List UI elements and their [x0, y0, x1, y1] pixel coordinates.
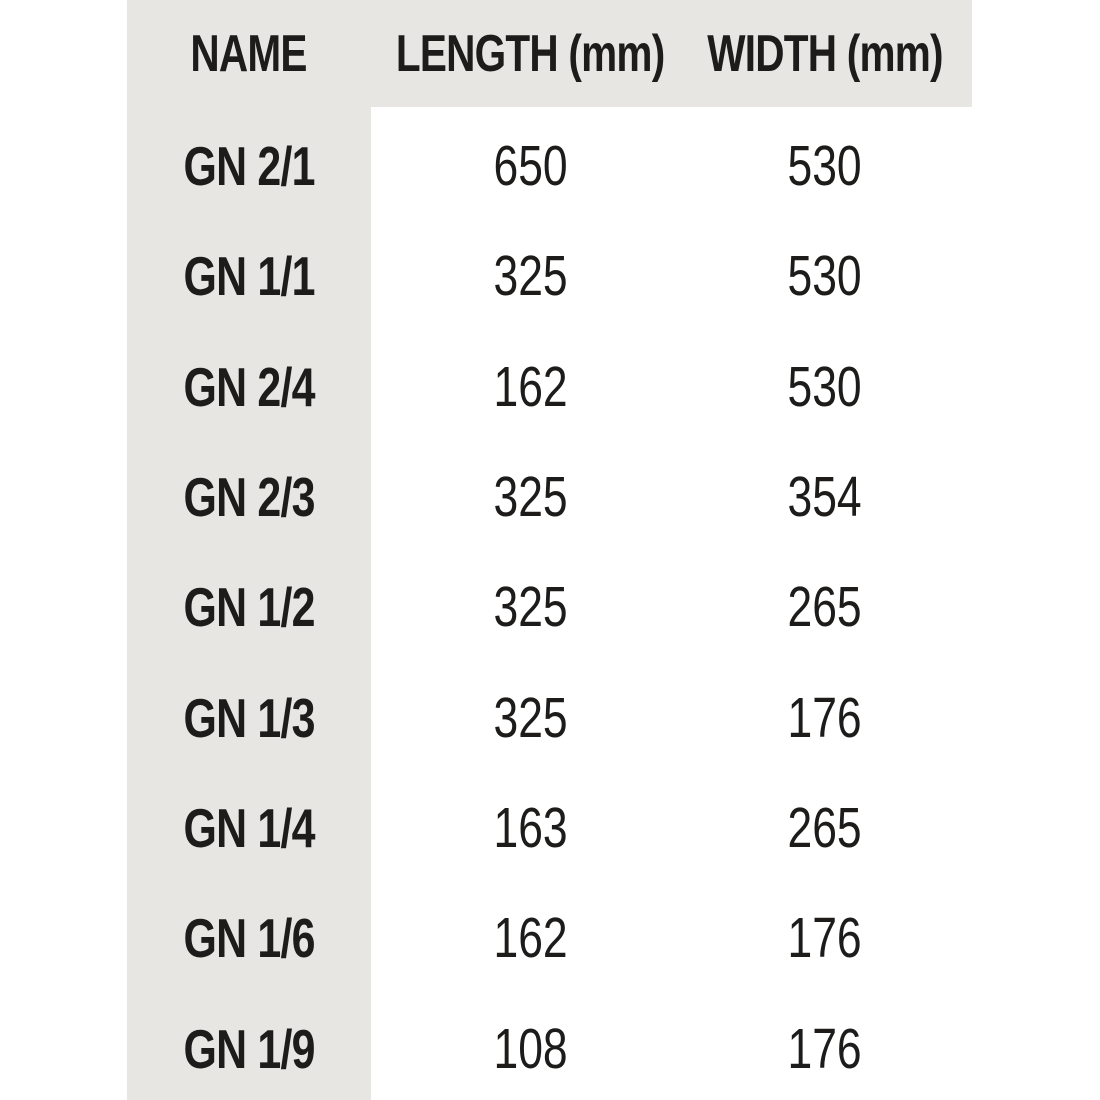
table-row-name-cell: GN 1/3: [127, 659, 371, 769]
row-name-label: GN 2/1: [183, 135, 315, 198]
name-column-shading: [127, 0, 371, 1100]
row-left-margin: [0, 217, 127, 327]
table-row-length-cell: 650: [371, 107, 690, 217]
table-row-name-cell: GN 2/4: [127, 328, 371, 438]
row-left-margin: [0, 879, 127, 989]
column-header-length: LENGTH (mm): [371, 0, 690, 107]
header-right-margin: [960, 0, 1100, 107]
table-row-width-cell: 530: [690, 107, 960, 217]
column-header-width-label: WIDTH (mm): [707, 24, 943, 83]
row-left-margin: [0, 438, 127, 548]
row-length-value: 325: [493, 465, 568, 530]
row-name-label: GN 1/3: [183, 686, 315, 749]
table-row-length-cell: 162: [371, 879, 690, 989]
table-row-length-cell: 325: [371, 659, 690, 769]
row-right-margin: [960, 107, 1100, 217]
table-row-width-cell: 265: [690, 548, 960, 658]
table-row-width-cell: 176: [690, 990, 960, 1100]
table-row-name-cell: GN 2/1: [127, 107, 371, 217]
row-width-value: 176: [787, 685, 863, 750]
row-length-value: 650: [493, 134, 568, 199]
row-right-margin: [960, 879, 1100, 989]
header-row-shading: [127, 0, 972, 107]
table-row-length-cell: 325: [371, 438, 690, 548]
row-width-value: 265: [787, 575, 863, 640]
table-row-width-cell: 176: [690, 879, 960, 989]
column-header-width: WIDTH (mm): [690, 0, 960, 107]
row-right-margin: [960, 990, 1100, 1100]
table-row-length-cell: 108: [371, 990, 690, 1100]
table-row-width-cell: 530: [690, 217, 960, 327]
column-header-length-label: LENGTH (mm): [396, 24, 665, 83]
row-length-value: 162: [493, 906, 568, 971]
row-name-label: GN 1/2: [183, 576, 315, 639]
header-left-margin: [0, 0, 127, 107]
row-left-margin: [0, 548, 127, 658]
row-width-value: 530: [787, 244, 863, 309]
row-name-label: GN 1/4: [183, 797, 315, 860]
table-row-name-cell: GN 1/4: [127, 769, 371, 879]
row-name-label: GN 1/6: [183, 907, 315, 970]
table-row-width-cell: 176: [690, 659, 960, 769]
row-right-margin: [960, 548, 1100, 658]
row-length-value: 325: [493, 244, 568, 309]
row-width-value: 530: [787, 134, 863, 199]
table-row-name-cell: GN 1/6: [127, 879, 371, 989]
table-row-length-cell: 162: [371, 328, 690, 438]
row-right-margin: [960, 217, 1100, 327]
row-width-value: 530: [787, 354, 863, 419]
row-width-value: 265: [787, 796, 863, 861]
row-length-value: 162: [493, 354, 568, 419]
table-row-width-cell: 265: [690, 769, 960, 879]
row-name-label: GN 2/3: [183, 466, 315, 529]
row-length-value: 108: [493, 1016, 568, 1081]
row-length-value: 163: [493, 796, 568, 861]
table-row-name-cell: GN 2/3: [127, 438, 371, 548]
row-left-margin: [0, 990, 127, 1100]
table-row-length-cell: 163: [371, 769, 690, 879]
table-row-name-cell: GN 1/1: [127, 217, 371, 327]
row-right-margin: [960, 659, 1100, 769]
row-length-value: 325: [493, 685, 568, 750]
column-header-name-label: NAME: [190, 24, 308, 83]
row-width-value: 176: [787, 906, 863, 971]
column-header-name: NAME: [127, 0, 371, 107]
table-row-width-cell: 530: [690, 328, 960, 438]
table-row-length-cell: 325: [371, 217, 690, 327]
row-left-margin: [0, 769, 127, 879]
table-row-width-cell: 354: [690, 438, 960, 548]
row-length-value: 325: [493, 575, 568, 640]
row-right-margin: [960, 769, 1100, 879]
row-width-value: 176: [787, 1016, 863, 1081]
table-row-name-cell: GN 1/2: [127, 548, 371, 658]
row-right-margin: [960, 438, 1100, 548]
row-left-margin: [0, 107, 127, 217]
row-name-label: GN 1/1: [183, 245, 315, 308]
row-name-label: GN 1/9: [183, 1017, 315, 1080]
row-left-margin: [0, 659, 127, 769]
row-name-label: GN 2/4: [183, 355, 315, 418]
row-width-value: 354: [787, 465, 863, 530]
row-right-margin: [960, 328, 1100, 438]
table-row-name-cell: GN 1/9: [127, 990, 371, 1100]
table-row-length-cell: 325: [371, 548, 690, 658]
row-left-margin: [0, 328, 127, 438]
